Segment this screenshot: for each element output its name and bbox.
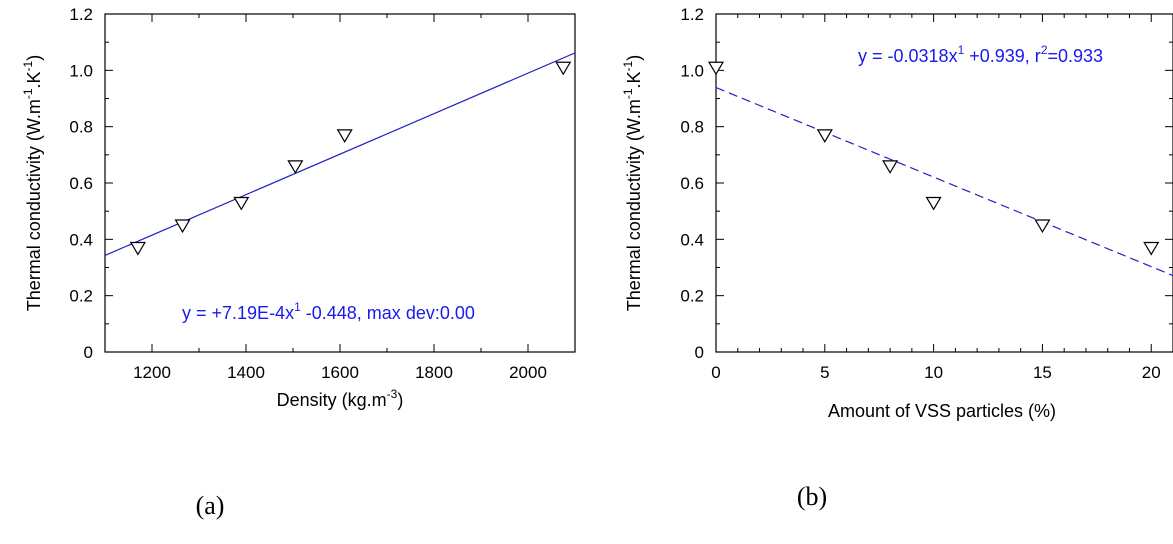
fit-equation-text: +0.939, r — [964, 46, 1041, 66]
y-tick-label: 0 — [84, 343, 93, 362]
y-tick-label: 0.8 — [69, 118, 93, 137]
y-axis-label-text: ) — [24, 55, 44, 61]
data-point — [336, 129, 353, 143]
fit-equation-text: y = +7.19E-4x — [182, 303, 294, 323]
x-tick-label: 1600 — [321, 363, 359, 382]
x-axis-label-text: Density (kg.m — [277, 390, 387, 410]
x-tick-label: 0 — [711, 363, 720, 382]
fit-equation: y = +7.19E-4x1 -0.448, max dev:0.00 — [182, 300, 475, 323]
fit-equation-text: -0.448, max dev:0.00 — [301, 303, 475, 323]
x-tick-label: 2000 — [509, 363, 547, 382]
y-tick-label: 0.8 — [680, 118, 704, 137]
y-tick-label: 0.4 — [69, 230, 93, 249]
chart-panel-a: 0 0.2 0.4 0.6 0.8 1.0 1.2 1200 1400 1600 1800 2000 y… — [21, 5, 576, 520]
x-tick-label: 1200 — [133, 363, 171, 382]
y-tick-label: 1.2 — [69, 5, 93, 24]
y-tick-label: 0.6 — [680, 174, 704, 193]
plot-frame — [104, 13, 576, 353]
data-point — [707, 61, 725, 76]
fit-equation: y = -0.0318x1 +0.939, r2=0.933 — [858, 43, 1103, 66]
panel-label: (a) — [196, 491, 225, 520]
x-tick-label: 1400 — [227, 363, 265, 382]
y-axis-label-text: Thermal conductivity (W.m — [624, 99, 644, 311]
x-tick-label: 1800 — [415, 363, 453, 382]
y-axis-label-text: .K — [24, 71, 44, 88]
x-axis-label-text: ) — [397, 390, 403, 410]
chart-panel-b: 0 0.2 0.4 0.6 0.8 1.0 1.2 0 5 10 15 20 y = -0.0318x1… — [621, 5, 1173, 511]
x-axis-label: Amount of VSS particles (%) — [828, 401, 1056, 421]
fit-line — [105, 52, 575, 256]
data-point — [287, 160, 304, 174]
y-tick-label: 1.2 — [680, 5, 704, 24]
fit-equation-sup: 2 — [1041, 43, 1048, 57]
y-axis-label-text: Thermal conductivity (W.m — [24, 99, 44, 311]
x-axis-label-sup: -3 — [387, 387, 398, 401]
panel-label: (b) — [797, 482, 827, 511]
data-point — [174, 219, 191, 234]
y-axis-label-text: .K — [624, 71, 644, 88]
y-tick-label: 0.4 — [680, 230, 704, 249]
data-point — [233, 196, 250, 211]
fit-equation-sup: 1 — [294, 300, 301, 314]
data-point — [555, 61, 572, 76]
fit-equation-text: =0.933 — [1048, 46, 1104, 66]
y-tick-label: 0 — [695, 343, 704, 362]
data-point — [1143, 241, 1160, 256]
data-point — [129, 241, 146, 256]
y-axis-label-sup: -1 — [621, 88, 635, 99]
fit-equation-sup: 1 — [958, 43, 965, 57]
x-tick-label: 15 — [1033, 363, 1052, 382]
y-axis-label: Thermal conductivity (W.m-1.K-1) — [621, 55, 644, 311]
fit-equation-text: y = -0.0318x — [858, 46, 958, 66]
data-point — [882, 160, 899, 174]
y-tick-label: 1.0 — [680, 61, 704, 80]
x-tick-label: 10 — [924, 363, 943, 382]
y-tick-label: 0.6 — [69, 174, 93, 193]
y-axis-label-sup: -1 — [21, 60, 35, 71]
data-point — [816, 129, 833, 143]
x-tick-label: 5 — [820, 363, 829, 382]
fit-line — [716, 86, 1173, 277]
y-axis-label-sup: -1 — [621, 60, 635, 71]
y-tick-label: 0.2 — [69, 287, 93, 306]
y-axis-label: Thermal conductivity (W.m-1.K-1) — [21, 55, 44, 311]
data-point — [1034, 219, 1051, 234]
x-tick-label: 20 — [1142, 363, 1161, 382]
y-tick-label: 1.0 — [69, 61, 93, 80]
y-axis-label-text: ) — [624, 55, 644, 61]
y-axis-label-sup: -1 — [21, 88, 35, 99]
x-axis-label-text: Amount of VSS particles (%) — [828, 401, 1056, 421]
y-tick-label: 0.2 — [680, 287, 704, 306]
x-axis-label: Density (kg.m-3) — [277, 387, 404, 410]
data-point — [925, 196, 942, 211]
